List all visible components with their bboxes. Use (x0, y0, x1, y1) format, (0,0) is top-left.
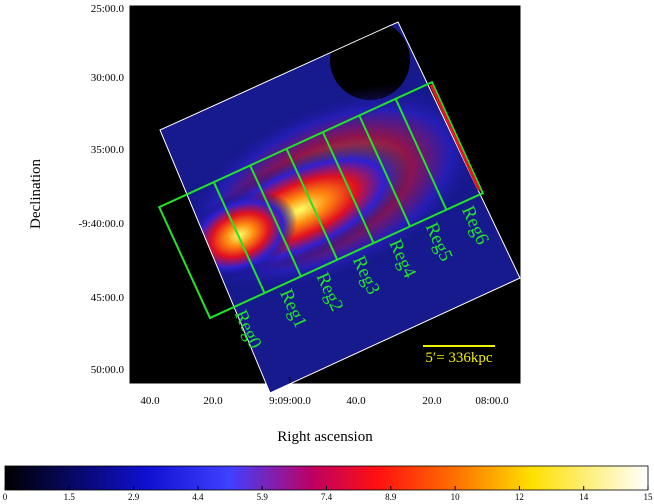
x-tick-label: 20.0 (203, 395, 223, 407)
colorbar-tick-label: 8.9 (385, 492, 397, 502)
field-of-view (159, 21, 521, 394)
colorbar-tick-label: 15 (644, 492, 654, 502)
x-tick-label: 40.0 (346, 395, 366, 407)
colorbar-tick-label: 7.4 (321, 492, 333, 502)
y-axis-label: Declination (28, 159, 44, 229)
x-tick-label: 20.0 (422, 395, 442, 407)
region-boxes (157, 80, 485, 320)
colorbar-tick-label: 10 (451, 492, 461, 502)
colorbar-tick-label: 4.4 (192, 492, 204, 502)
y-tick-label: 30:00.0 (91, 72, 125, 84)
y-tick-label: 45:00.0 (91, 292, 125, 304)
colorbar-tick-label: 2.9 (128, 492, 140, 502)
y-tick-label: 50:00.0 (91, 364, 125, 376)
colorbar-tick-label: 5.9 (257, 492, 269, 502)
x-tick-label: 08:00.0 (475, 395, 509, 407)
colorbar-tick-label: 12 (515, 492, 524, 502)
x-axis-label: Right ascension (277, 429, 373, 445)
colorbar-tick-label: 14 (579, 492, 589, 502)
colorbar-tick-label: 1.5 (64, 492, 76, 502)
y-tick-label: 35:00.0 (91, 144, 125, 156)
y-tick-label: -9:40:00.0 (78, 218, 124, 230)
colorbar-tick-label: 0 (3, 492, 8, 502)
x-tick-label: 9:09:00.0 (269, 395, 311, 407)
y-tick-label: 25:00.0 (91, 3, 125, 15)
scale-label: 5′= 336kpc (425, 350, 492, 366)
x-tick-label: 40.0 (140, 395, 160, 407)
